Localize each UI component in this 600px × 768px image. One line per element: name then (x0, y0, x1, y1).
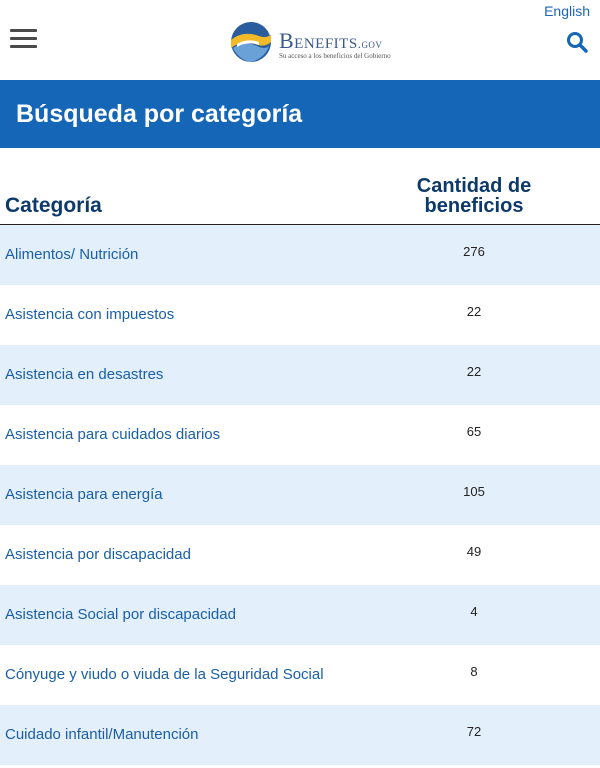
column-header-count: Cantidad de beneficios (384, 176, 564, 216)
page-banner: Búsqueda por categoría (0, 80, 600, 148)
column-header-category: Categoría (5, 194, 102, 217)
hamburger-menu-icon[interactable] (10, 29, 37, 49)
benefit-count: 4 (470, 604, 478, 619)
benefit-count: 22 (466, 304, 482, 319)
category-link[interactable]: Asistencia para energía (5, 486, 163, 503)
benefit-count: 65 (466, 424, 482, 439)
benefit-count: 276 (463, 244, 485, 259)
benefit-count: 49 (466, 544, 482, 559)
category-table-body: Alimentos/ Nutrición 276 Asistencia con … (0, 225, 600, 765)
logo-suffix: .gov (357, 36, 383, 51)
category-link[interactable]: Cuidado infantil/Manutención (5, 726, 199, 743)
category-link[interactable]: Asistencia en desastres (5, 366, 164, 383)
site-logo[interactable]: Benefits.gov Su acceso a los beneficios … (229, 20, 409, 64)
category-link[interactable]: Asistencia con impuestos (5, 306, 175, 323)
logo-wordmark: Benefits.gov (279, 28, 382, 54)
table-row: Asistencia por discapacidad 49 (0, 525, 600, 585)
column-header-count-line1: Cantidad de (416, 175, 532, 197)
site-header: Benefits.gov Su acceso a los beneficios … (0, 0, 600, 80)
benefits-logo-icon (231, 22, 271, 62)
benefit-count: 72 (466, 724, 482, 739)
table-row: Asistencia con impuestos 22 (0, 285, 600, 345)
logo-word: Benefits (279, 28, 358, 53)
benefit-count: 22 (466, 364, 482, 379)
column-header-count-line2: beneficios (424, 195, 524, 217)
menu-bar (10, 37, 37, 40)
category-link[interactable]: Cónyuge y viudo o viuda de la Seguridad … (5, 666, 324, 683)
category-link[interactable]: Asistencia Social por discapacidad (5, 606, 236, 623)
page-title: Búsqueda por categoría (16, 99, 303, 128)
search-icon[interactable] (566, 31, 588, 53)
table-row: Cónyuge y viudo o viuda de la Seguridad … (0, 645, 600, 705)
table-row: Asistencia para energía 105 (0, 465, 600, 525)
table-row: Asistencia para cuidados diarios 65 (0, 405, 600, 465)
benefit-count: 105 (463, 484, 485, 499)
table-row: Cuidado infantil/Manutención 72 (0, 705, 600, 765)
table-row: Asistencia Social por discapacidad 4 (0, 585, 600, 645)
menu-bar (10, 45, 37, 48)
category-link[interactable]: Alimentos/ Nutrición (5, 246, 139, 263)
category-link[interactable]: Asistencia por discapacidad (5, 546, 191, 563)
logo-tagline: Su acceso a los beneficios del Gobierno (279, 52, 391, 60)
table-row: Alimentos/ Nutrición 276 (0, 225, 600, 285)
menu-bar (10, 29, 37, 32)
language-link-english[interactable]: English (544, 3, 590, 19)
category-link[interactable]: Asistencia para cuidados diarios (5, 426, 221, 443)
benefit-count: 8 (470, 664, 478, 679)
table-row: Asistencia en desastres 22 (0, 345, 600, 405)
table-header: Categoría Cantidad de beneficios (0, 148, 600, 225)
